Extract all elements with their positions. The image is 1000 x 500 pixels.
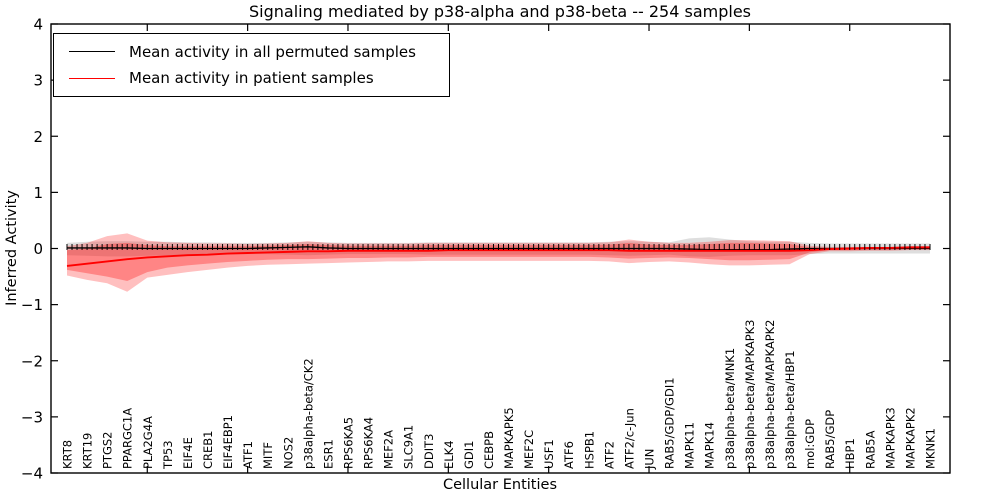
legend-label: Mean activity in all permuted samples	[129, 42, 416, 61]
entity-label: MKNK1	[924, 428, 938, 469]
entity-label: MITF	[261, 442, 275, 469]
svg-text:1: 1	[33, 184, 43, 202]
entity-label: CREB1	[201, 431, 215, 470]
legend-label: Mean activity in patient samples	[129, 69, 374, 88]
entity-label: mol:GDP	[803, 419, 817, 469]
entity-label: EIF4EBP1	[221, 415, 235, 469]
entity-label: p38alpha-beta/MAPKAPK2	[763, 320, 777, 470]
permuted-line-swatch	[69, 51, 115, 53]
entity-label: TP53	[161, 440, 175, 470]
entity-label: KRT8	[61, 440, 75, 469]
svg-text:−4: −4	[21, 465, 43, 483]
svg-text:4: 4	[33, 16, 43, 34]
legend-entry-patient: Mean activity in patient samples	[69, 69, 449, 87]
entity-label: ATF6	[562, 441, 576, 469]
entity-label: HSPB1	[582, 431, 596, 469]
entity-label: RAB5A	[863, 430, 877, 469]
entity-label: MEF2A	[382, 430, 396, 469]
patient-line-swatch	[69, 77, 115, 79]
entity-label: PPARGC1A	[121, 408, 135, 469]
entity-label: p38alpha-beta/HBP1	[783, 350, 797, 469]
entity-label: RPS6KA5	[341, 417, 355, 469]
entity-label: HBP1	[843, 438, 857, 469]
entity-label: ELK4	[442, 440, 456, 469]
svg-text:0: 0	[33, 240, 43, 258]
entity-label: JUN	[643, 449, 657, 470]
entity-label: KRT19	[81, 433, 95, 469]
entity-tick-labels: KRT8 KRT19 PTGS2 PPARGC1A PLA2G4A TP53 EIF4E CR…	[61, 320, 938, 471]
entity-label: DDIT3	[422, 434, 436, 469]
entity-label: RAB5/GDP	[823, 410, 837, 469]
entity-label: MAPK14	[703, 422, 717, 469]
plot-frame-and-ticks	[50, 23, 951, 474]
legend-entry-permuted: Mean activity in all permuted samples	[69, 43, 449, 61]
entity-label: PTGS2	[101, 432, 115, 470]
entity-label: PLA2G4A	[141, 416, 155, 469]
zero-line-rug-ticks	[66, 244, 931, 250]
svg-text:2: 2	[33, 128, 43, 146]
svg-text:−3: −3	[21, 408, 43, 426]
entity-label: MAPK11	[683, 422, 697, 469]
entity-label: MAPKAPK2	[903, 407, 917, 469]
entity-label: USF1	[542, 439, 556, 469]
entity-label: p38alpha-beta/CK2	[301, 358, 315, 469]
svg-text:−1: −1	[21, 296, 43, 314]
x-axis-label: Cellular Entities	[442, 477, 558, 493]
entity-label: RPS6KA4	[362, 417, 376, 469]
entity-label: RAB5/GDP/GDI1	[663, 377, 677, 469]
entity-label: ESR1	[321, 439, 335, 469]
entity-label: ATF1	[241, 441, 255, 469]
y-axis-label: Inferred Activity	[4, 190, 20, 306]
entity-label: NOS2	[281, 437, 295, 469]
entity-label: GDI1	[462, 441, 476, 469]
chart-title: Signaling mediated by p38-alpha and p38-…	[248, 2, 751, 21]
entity-label: CEBPB	[482, 431, 496, 469]
entity-label: p38alpha-beta/MNK1	[723, 348, 737, 469]
svg-text:3: 3	[33, 72, 43, 90]
svg-text:−2: −2	[21, 352, 43, 370]
entity-label: ATF2	[602, 441, 616, 469]
entity-label: MAPKAPK3	[883, 407, 897, 469]
y-tick-labels: 4 3 2 1 0 −1 −2 −3 −4	[21, 16, 43, 483]
legend: Mean activity in all permuted samples Me…	[53, 33, 450, 97]
entity-label: MAPKAPK5	[502, 407, 516, 469]
entity-label: SLC9A1	[402, 425, 416, 469]
entity-label: ATF2/c-Jun	[622, 408, 636, 469]
patient-mean-line	[66, 246, 930, 267]
entity-label: MEF2C	[522, 430, 536, 469]
entity-label: p38alpha-beta/MAPKAPK3	[743, 320, 757, 470]
entity-label: EIF4E	[181, 437, 195, 469]
